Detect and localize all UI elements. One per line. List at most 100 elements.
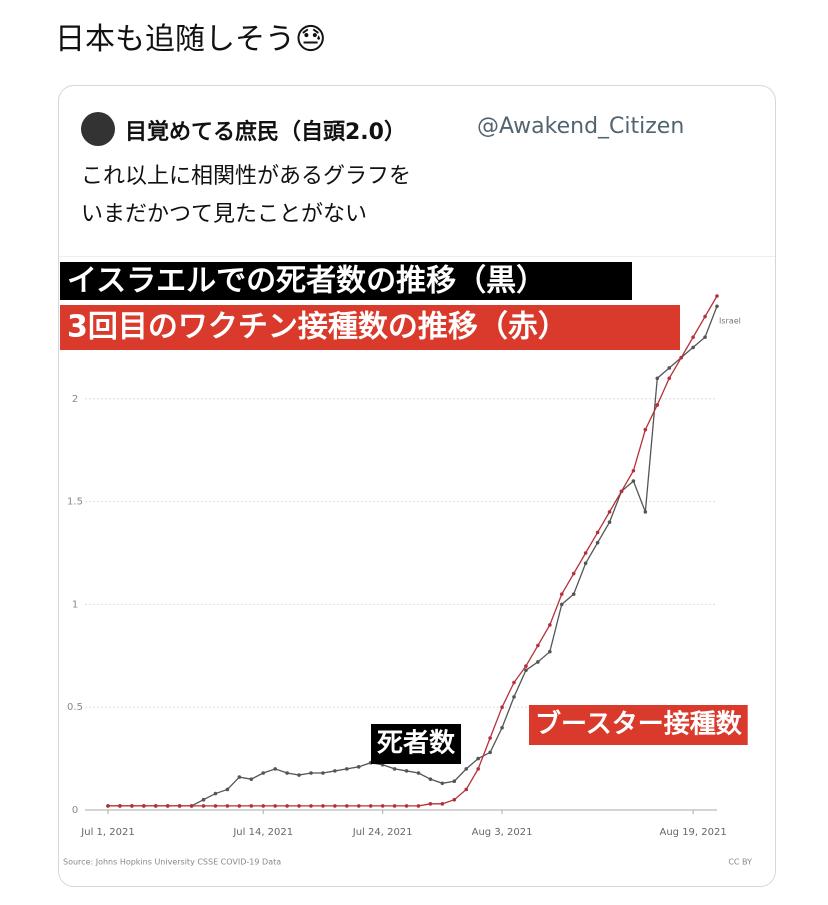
license: CC BY <box>728 858 752 867</box>
y-tick-label: 1.5 <box>67 497 83 508</box>
x-tick-label: Aug 19, 2021 <box>659 827 726 838</box>
point <box>691 335 695 339</box>
point <box>464 787 469 792</box>
point <box>297 773 301 777</box>
point <box>392 767 397 771</box>
x-tick-label: Jul 1, 2021 <box>80 827 134 838</box>
display-name[interactable]: 目覚めてる庶民（自頭2.0） <box>125 120 406 145</box>
quote-text: これ以上に相関性があるグラフを <box>81 164 412 189</box>
point <box>165 804 170 808</box>
y-tick-label: 0.5 <box>67 702 83 713</box>
series-label-box <box>371 724 462 764</box>
series-line <box>108 306 718 807</box>
point <box>607 520 612 524</box>
point <box>285 771 289 775</box>
point <box>703 335 707 339</box>
point <box>333 769 337 773</box>
point <box>464 767 469 771</box>
point <box>380 804 385 808</box>
point <box>500 705 504 709</box>
chart: イスラエルでの死者数の推移（黒） 3回目のワクチン接種数の推移（赤） Sourc… <box>59 256 775 886</box>
y-tick-label: 0 <box>72 805 78 816</box>
point <box>201 804 206 808</box>
avatar[interactable] <box>81 112 115 146</box>
point <box>571 571 576 576</box>
handle[interactable]: @Awakend_Citizen <box>477 114 685 139</box>
point <box>500 725 504 730</box>
point <box>201 797 206 802</box>
tweet-text: 日本も追随しそう😓 <box>55 22 327 57</box>
point <box>655 376 660 381</box>
point <box>715 294 719 298</box>
point <box>691 345 695 350</box>
point <box>595 530 600 535</box>
point <box>225 787 230 792</box>
point <box>345 804 349 808</box>
point <box>476 756 480 761</box>
point <box>416 804 421 808</box>
quote-tweet[interactable]: 目覚めてる庶民（自頭2.0） @Awakend_Citizen これ以上に相関性… <box>58 85 776 887</box>
point <box>273 767 277 771</box>
y-tick-label: 1 <box>72 599 78 610</box>
point <box>631 479 636 483</box>
point <box>356 765 361 769</box>
point <box>106 804 110 808</box>
y-tick-label: 2 <box>72 394 78 405</box>
point <box>177 804 182 808</box>
point <box>667 366 672 370</box>
point <box>488 750 492 755</box>
point <box>703 314 707 319</box>
point <box>404 769 409 773</box>
point <box>213 791 218 796</box>
point <box>368 804 373 808</box>
chart-title: イスラエルでの死者数の推移（黒） <box>67 264 546 299</box>
point <box>309 771 313 775</box>
point <box>428 802 433 806</box>
point <box>213 804 218 808</box>
point <box>392 804 397 808</box>
point <box>583 551 588 555</box>
point <box>321 771 325 775</box>
point <box>452 797 457 802</box>
point <box>715 304 719 309</box>
point <box>249 777 254 781</box>
point <box>667 376 672 381</box>
point <box>548 649 552 654</box>
point <box>559 592 564 596</box>
point <box>273 804 277 808</box>
point <box>512 695 516 699</box>
point <box>595 540 600 545</box>
source: Source: Johns Hopkins University CSSE CO… <box>63 858 281 867</box>
point <box>345 767 349 771</box>
point <box>655 403 660 407</box>
point <box>619 489 624 494</box>
point <box>249 804 254 808</box>
point <box>404 804 409 808</box>
point <box>225 804 230 808</box>
series-label-box <box>529 705 748 745</box>
point <box>321 804 325 808</box>
end-label: Israel <box>719 317 741 326</box>
point <box>571 592 576 596</box>
point <box>118 804 122 808</box>
point <box>452 779 457 784</box>
point <box>416 771 421 775</box>
point <box>488 736 492 740</box>
point <box>631 468 636 473</box>
point <box>261 804 266 808</box>
point <box>607 510 612 514</box>
quote-text: いまだかつて見たことがない <box>81 202 368 227</box>
point <box>333 804 337 808</box>
point <box>153 804 158 808</box>
point <box>583 561 588 566</box>
title-box <box>60 262 632 300</box>
point <box>559 602 564 607</box>
point <box>285 804 289 808</box>
point <box>261 771 266 775</box>
point <box>536 643 540 648</box>
point <box>297 804 301 808</box>
point <box>130 804 134 808</box>
point <box>142 804 146 808</box>
point <box>524 664 528 668</box>
